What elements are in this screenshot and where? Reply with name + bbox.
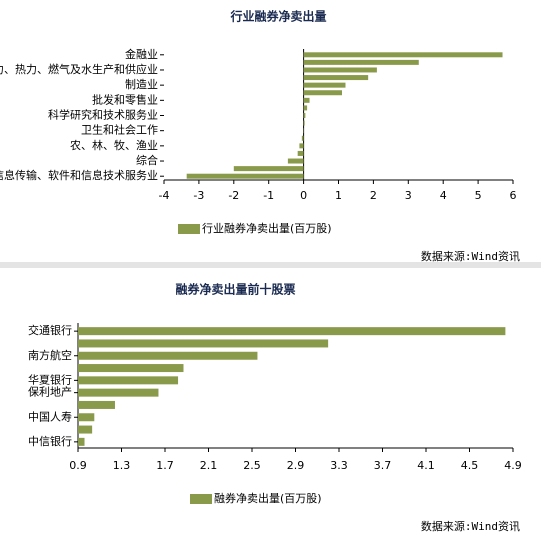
bar [303,67,377,73]
bar [78,437,85,446]
y-tick-label: 综合 [136,153,158,167]
source-note: 数据来源:Wind资讯 [421,519,520,533]
x-tick-label: -1 [263,189,274,202]
y-tick-label: 中国人寿 [28,409,72,423]
y-tick-label: 科学研究和技术服务业 [48,108,158,122]
legend-swatch [190,494,212,504]
x-tick-label: 0.9 [69,459,87,472]
x-tick-label: -2 [228,189,239,202]
y-tick-label: 批发和零售业 [92,92,158,106]
bar [78,339,329,348]
bar [303,113,306,118]
bar [78,327,506,336]
x-tick-label: 1.7 [156,459,174,472]
bar [303,82,346,88]
x-tick-label: 2 [370,189,377,202]
x-tick-label: 6 [510,189,517,202]
y-tick-label: 卫生和社会工作 [81,123,158,137]
x-tick-label: 3 [405,189,412,202]
x-tick-label: -4 [159,189,170,202]
bar [303,120,305,126]
legend-label: 融券净卖出量(百万股) [214,491,322,505]
bar [297,150,304,156]
bar [78,413,95,422]
bar [233,166,304,172]
y-tick-label: 华夏银行 [28,372,72,386]
bar [303,59,419,65]
y-tick-label: 信息传输、软件和信息技术服务业 [0,168,158,182]
y-tick-label: 制造业 [125,77,158,91]
chart-title: 行业融券净卖出量 [229,9,326,24]
legend-swatch [178,224,200,234]
chart-title: 融券净卖出量前十股票 [175,282,295,297]
x-tick-label: -3 [193,189,204,202]
bar [78,376,179,385]
bar [287,158,304,164]
x-tick-label: 2.9 [287,459,305,472]
y-tick-label: 农、林、牧、渔业 [70,138,158,152]
bar [78,364,184,373]
x-tick-label: 1.3 [113,459,131,472]
divider [0,262,541,268]
x-tick-label: 2.5 [243,459,261,472]
y-tick-label: 电力、热力、燃气及水生产和供应业 [0,62,158,76]
y-tick-label: 保利地产 [28,385,72,399]
bar [78,400,115,409]
x-tick-label: 1 [335,189,342,202]
x-tick-label: 4.9 [504,459,522,472]
bar [78,388,159,397]
bar [186,173,304,179]
bar [303,97,310,103]
bar [303,105,308,111]
bar [303,90,342,96]
x-tick-label: 4.1 [417,459,435,472]
legend-label: 行业融券净卖出量(百万股) [202,221,332,235]
bar [78,351,258,360]
y-tick-label: 金融业 [125,47,158,61]
y-tick-label: 中信银行 [28,434,72,448]
source-note: 数据来源:Wind资讯 [421,249,520,263]
x-tick-label: 4 [440,189,447,202]
x-tick-label: 4.5 [461,459,479,472]
x-tick-label: 3.7 [374,459,392,472]
x-tick-label: 0 [300,189,307,202]
bar [299,143,304,149]
bar [303,52,503,58]
x-tick-label: 3.3 [330,459,348,472]
x-tick-label: 5 [475,189,482,202]
bar [78,425,93,434]
y-tick-label: 交通银行 [28,323,72,337]
y-tick-label: 南方航空 [28,348,72,362]
bar [301,135,304,141]
x-tick-label: 2.1 [200,459,218,472]
bar [303,75,369,81]
